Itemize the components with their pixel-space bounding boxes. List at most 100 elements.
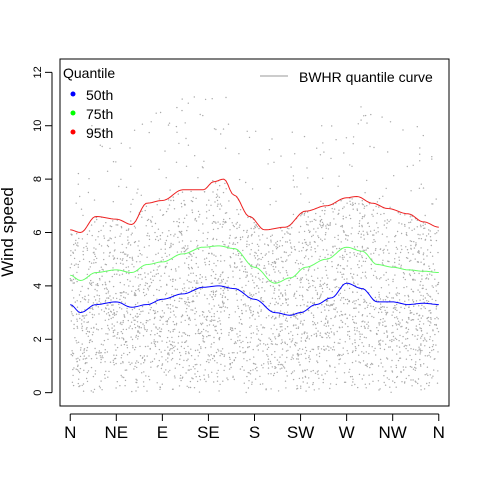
scatter-point xyxy=(326,370,328,372)
scatter-point xyxy=(317,373,319,376)
scatter-point xyxy=(209,359,211,361)
scatter-point xyxy=(353,307,355,309)
scatter-point xyxy=(195,292,197,295)
scatter-point xyxy=(285,387,287,389)
scatter-point xyxy=(402,276,405,279)
scatter-point xyxy=(94,221,96,223)
scatter-point xyxy=(280,342,282,345)
quantile-curves xyxy=(70,178,439,316)
scatter-point xyxy=(352,277,354,279)
scatter-point xyxy=(357,253,359,255)
scatter-point xyxy=(91,234,93,237)
scatter-point xyxy=(294,341,297,344)
scatter-point xyxy=(166,262,168,264)
scatter-point xyxy=(366,233,369,235)
scatter-point xyxy=(287,232,289,234)
scatter-point xyxy=(274,338,277,340)
scatter-point xyxy=(156,332,158,335)
scatter-point xyxy=(168,352,170,354)
scatter-point xyxy=(142,381,145,383)
scatter-point xyxy=(113,273,116,275)
scatter-point xyxy=(239,350,241,352)
scatter-point xyxy=(361,314,364,316)
scatter-point xyxy=(109,281,111,283)
scatter-point xyxy=(253,222,255,224)
scatter-point xyxy=(310,370,312,373)
scatter-point xyxy=(411,229,413,232)
scatter-point xyxy=(191,301,193,303)
scatter-point xyxy=(77,266,80,268)
scatter-point xyxy=(436,316,438,319)
scatter-point xyxy=(250,249,252,251)
scatter-point xyxy=(392,297,395,299)
scatter-point xyxy=(340,319,342,322)
scatter-point xyxy=(383,248,385,251)
scatter-point xyxy=(395,322,397,325)
scatter-point xyxy=(254,318,256,320)
scatter-point xyxy=(194,333,197,335)
scatter-point xyxy=(399,357,402,359)
scatter-point xyxy=(329,365,331,368)
scatter-point xyxy=(187,274,190,276)
scatter-point xyxy=(303,268,305,270)
scatter-point xyxy=(400,264,402,266)
scatter-point xyxy=(203,316,205,318)
scatter-point xyxy=(140,363,142,365)
scatter-point xyxy=(266,348,269,350)
scatter-point xyxy=(419,160,421,162)
scatter-point xyxy=(150,219,152,222)
scatter-point xyxy=(316,354,318,356)
scatter-point xyxy=(195,282,197,284)
scatter-point xyxy=(375,232,377,234)
scatter-point xyxy=(404,225,406,227)
scatter-point xyxy=(328,309,330,312)
scatter-point xyxy=(220,260,222,262)
scatter-point xyxy=(119,298,121,301)
scatter-point xyxy=(249,369,252,372)
scatter-point xyxy=(361,321,363,323)
scatter-point xyxy=(411,319,414,321)
scatter-point xyxy=(113,242,116,244)
scatter-point xyxy=(197,266,199,268)
scatter-point xyxy=(437,318,439,320)
scatter-point xyxy=(101,275,103,277)
scatter-point xyxy=(342,347,344,349)
scatter-point xyxy=(112,361,115,363)
scatter-point xyxy=(419,327,421,329)
scatter-point xyxy=(148,375,150,378)
scatter-point xyxy=(416,126,418,128)
scatter-point xyxy=(414,335,416,337)
scatter-point xyxy=(304,339,307,342)
scatter-point xyxy=(312,314,315,316)
scatter-point xyxy=(368,374,370,376)
scatter-point xyxy=(158,198,161,200)
scatter-point xyxy=(185,249,187,251)
scatter-point xyxy=(91,313,94,316)
scatter-point xyxy=(424,214,426,217)
scatter-point xyxy=(312,234,314,236)
scatter-point xyxy=(105,333,107,335)
scatter-point xyxy=(417,334,419,337)
scatter-point xyxy=(267,163,269,165)
scatter-point xyxy=(112,220,114,222)
scatter-point xyxy=(408,221,410,224)
scatter-point xyxy=(281,329,283,331)
scatter-point xyxy=(159,386,161,388)
scatter-point xyxy=(137,335,139,338)
scatter-point xyxy=(319,223,321,226)
scatter-point xyxy=(420,385,422,387)
scatter-point xyxy=(131,232,133,234)
scatter-point xyxy=(159,279,161,282)
scatter-point xyxy=(164,243,166,246)
scatter-point xyxy=(74,249,76,251)
scatter-point xyxy=(271,366,273,368)
scatter-point xyxy=(226,280,228,282)
scatter-point xyxy=(309,230,311,233)
scatter-point xyxy=(433,269,436,271)
scatter-point xyxy=(263,265,266,267)
scatter-point xyxy=(214,326,216,328)
scatter-point xyxy=(394,316,396,319)
scatter-point xyxy=(323,213,326,215)
scatter-point xyxy=(413,278,415,280)
scatter-point xyxy=(229,358,231,360)
